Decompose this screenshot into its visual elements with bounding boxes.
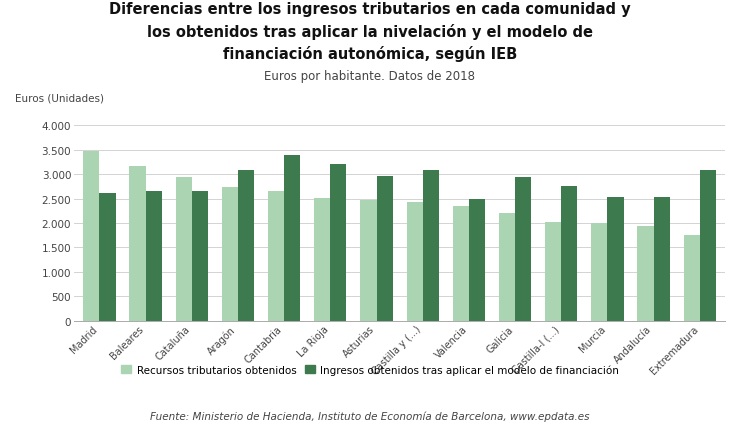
- Bar: [561, 186, 577, 321]
- Bar: [314, 198, 330, 321]
- Bar: [653, 197, 670, 321]
- Bar: [175, 177, 192, 321]
- Bar: [360, 201, 377, 321]
- Bar: [684, 235, 700, 321]
- Bar: [83, 151, 99, 321]
- Bar: [700, 171, 716, 321]
- Text: Euros (Unidades): Euros (Unidades): [15, 93, 104, 103]
- Bar: [545, 222, 561, 321]
- Bar: [515, 177, 531, 321]
- Bar: [377, 176, 393, 321]
- Bar: [99, 193, 115, 321]
- Bar: [268, 192, 284, 321]
- Bar: [453, 207, 469, 321]
- Bar: [330, 165, 346, 321]
- Bar: [284, 155, 300, 321]
- Bar: [637, 227, 653, 321]
- Bar: [469, 200, 485, 321]
- Bar: [423, 171, 439, 321]
- Bar: [591, 223, 608, 321]
- Text: Euros por habitante. Datos de 2018: Euros por habitante. Datos de 2018: [264, 69, 476, 82]
- Bar: [222, 188, 238, 321]
- Bar: [146, 191, 162, 321]
- Bar: [192, 192, 208, 321]
- Bar: [130, 167, 146, 321]
- Bar: [238, 171, 254, 321]
- Text: financiación autonómica, según IEB: financiación autonómica, según IEB: [223, 46, 517, 62]
- Text: los obtenidos tras aplicar la nivelación y el modelo de: los obtenidos tras aplicar la nivelación…: [147, 24, 593, 40]
- Bar: [608, 197, 624, 321]
- Bar: [406, 203, 423, 321]
- Text: Fuente: Ministerio de Hacienda, Instituto de Economía de Barcelona, www.epdata.e: Fuente: Ministerio de Hacienda, Institut…: [150, 411, 590, 421]
- Legend: Recursos tributarios obtenidos, Ingresos obtenidos tras aplicar el modelo de fin: Recursos tributarios obtenidos, Ingresos…: [117, 360, 623, 379]
- Bar: [499, 214, 515, 321]
- Text: Diferencias entre los ingresos tributarios en cada comunidad y: Diferencias entre los ingresos tributari…: [110, 2, 630, 17]
